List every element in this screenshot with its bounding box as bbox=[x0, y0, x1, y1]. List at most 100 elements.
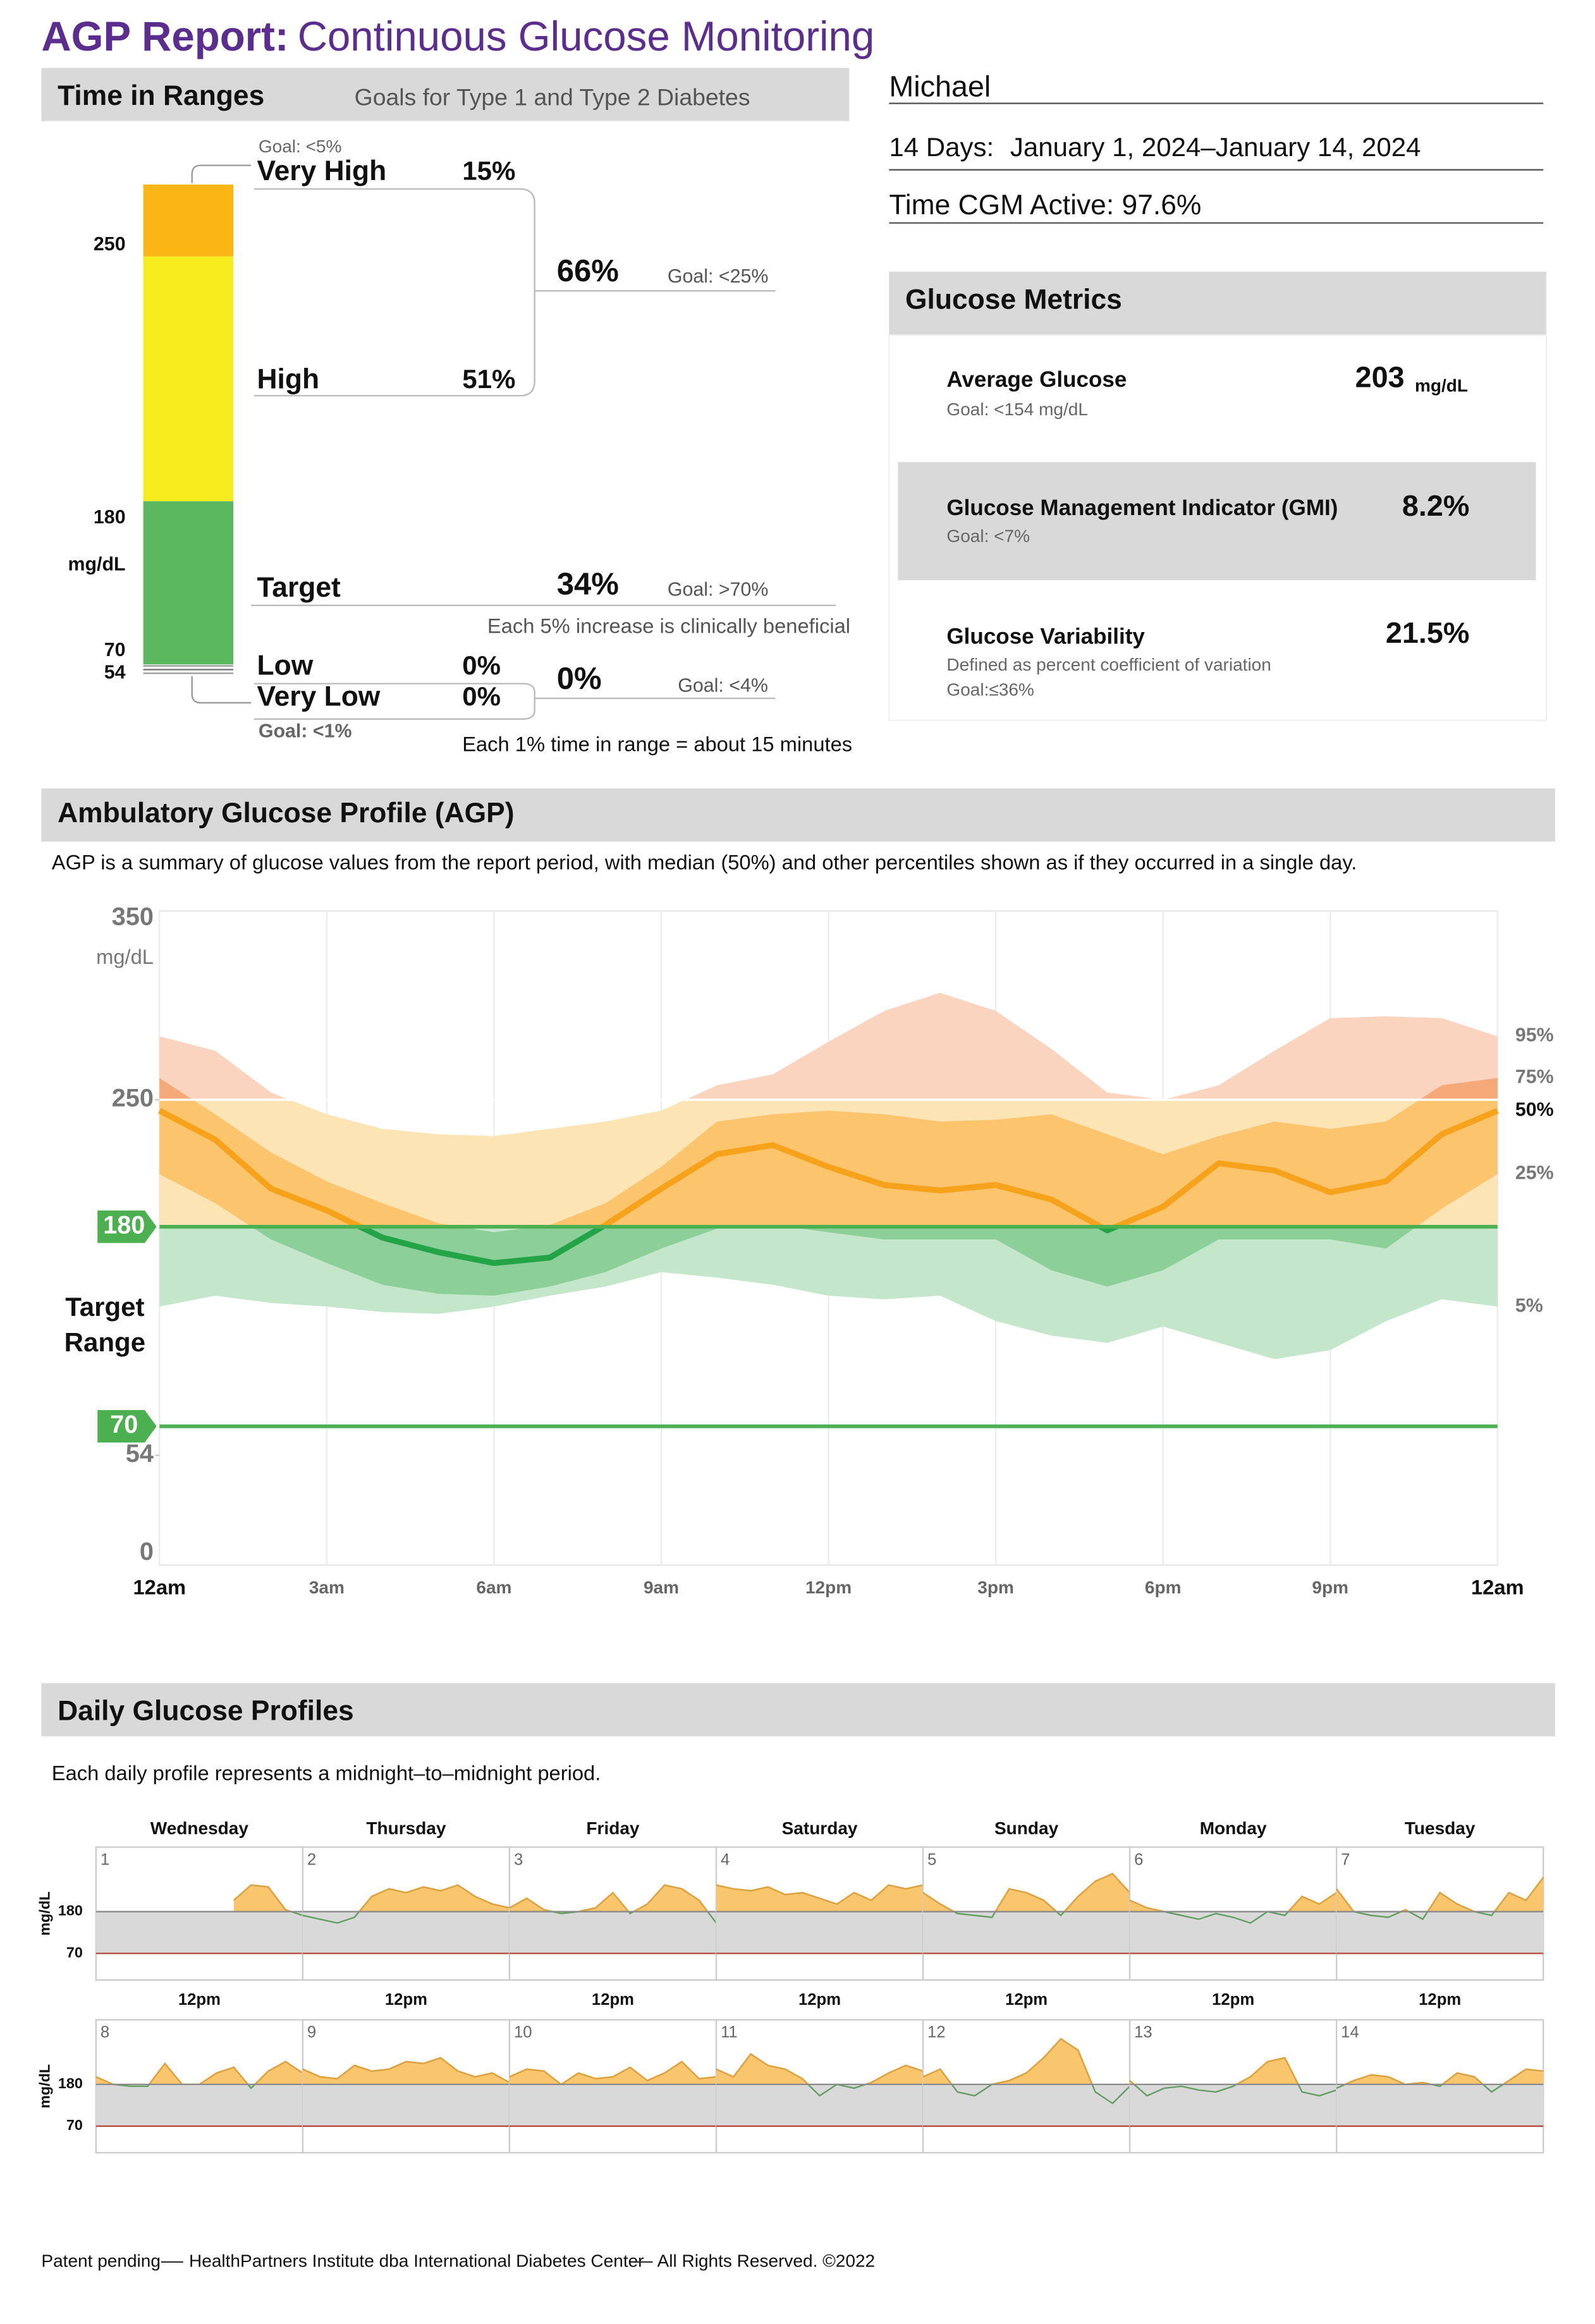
y-tick-label: 180 bbox=[58, 1902, 83, 1919]
y-unit: mg/dL bbox=[37, 1892, 53, 1936]
noon-label: 12pm bbox=[592, 1991, 634, 2009]
y-unit: mg/dL bbox=[96, 945, 154, 968]
section-header bbox=[41, 68, 850, 121]
scale-label: 250 bbox=[94, 234, 126, 255]
median-line bbox=[158, 1107, 1499, 1227]
glucose-line bbox=[716, 2053, 924, 2084]
day-number: 7 bbox=[1341, 1851, 1350, 1868]
glucose-area bbox=[509, 2061, 717, 2084]
footer-text: HealthPartners Institute dba Internation… bbox=[189, 2251, 644, 2270]
metric-value: 8.2% bbox=[1402, 489, 1470, 522]
target-band bbox=[95, 1911, 303, 1954]
range-value: 0% bbox=[462, 681, 501, 711]
y-tick-label: 180 bbox=[103, 1211, 145, 1239]
report-title: AGP Report: Continuous Glucose Monitoring bbox=[41, 13, 874, 59]
day-name: Saturday bbox=[782, 1818, 858, 1838]
metric-goal: Goal: <7% bbox=[946, 526, 1030, 546]
noon-label: 12pm bbox=[1419, 1991, 1461, 2009]
glucose-line bbox=[233, 1884, 294, 1912]
glucose-area bbox=[509, 1885, 717, 1912]
combined-goal: Goal: >70% bbox=[668, 579, 769, 600]
glucose-line bbox=[509, 2060, 717, 2084]
range-bar bbox=[143, 501, 234, 665]
target-band bbox=[923, 2084, 1130, 2126]
range-goal: Goal: <5% bbox=[259, 137, 342, 156]
bracket bbox=[191, 676, 252, 704]
target-band bbox=[302, 2084, 510, 2126]
noon-label: 12pm bbox=[385, 1991, 427, 2009]
range-name: Low bbox=[257, 650, 313, 681]
range-name: Target bbox=[257, 572, 341, 603]
scale-unit: mg/dL bbox=[68, 554, 126, 575]
metrics-box bbox=[888, 334, 1548, 722]
glucose-area bbox=[233, 1885, 303, 1912]
period-label: 14 Days: bbox=[889, 132, 994, 162]
section-description: AGP is a summary of glucose values from … bbox=[52, 850, 1357, 873]
target-band bbox=[509, 1911, 717, 1954]
target-band bbox=[95, 2084, 303, 2126]
y-tick-label: 70 bbox=[110, 1411, 138, 1439]
y-tick-label: 70 bbox=[66, 2117, 83, 2133]
footnote: Each 1% time in range = about 15 minutes bbox=[462, 732, 852, 755]
y-tick-label: 250 bbox=[112, 1085, 154, 1112]
metric-name: Average Glucose bbox=[946, 367, 1127, 392]
glucose-area bbox=[1336, 2069, 1544, 2084]
day-name: Thursday bbox=[366, 1818, 446, 1838]
day-number: 8 bbox=[101, 2024, 109, 2041]
glucose-line bbox=[923, 1873, 1130, 1912]
section-description: Each daily profile represents a midnight… bbox=[52, 1761, 601, 1785]
inner-band bbox=[251, 1226, 1417, 1296]
target-tag bbox=[97, 1210, 157, 1243]
title-rest: Continuous Glucose Monitoring bbox=[298, 13, 875, 59]
section-header bbox=[41, 788, 1555, 842]
metric-value: 21.5% bbox=[1386, 616, 1469, 649]
section-header bbox=[41, 1683, 1555, 1737]
x-tick-label: 9am bbox=[644, 1578, 679, 1597]
x-tick-label: 12am bbox=[1471, 1575, 1524, 1598]
glucose-area bbox=[1336, 1877, 1544, 1912]
glucose-line bbox=[1343, 2068, 1544, 2084]
footer-text: Patent pending bbox=[41, 2251, 161, 2270]
day-number: 5 bbox=[927, 1851, 936, 1868]
combined-note: Each 5% increase is clinically beneficia… bbox=[487, 614, 850, 637]
day-name: Wednesday bbox=[150, 1818, 249, 1838]
noon-label: 12pm bbox=[1005, 1991, 1048, 2009]
metric-name: Glucose Variability bbox=[946, 624, 1145, 648]
day-number: 4 bbox=[721, 1851, 730, 1868]
glucose-line bbox=[509, 1884, 709, 1912]
percentile-label: 5% bbox=[1515, 1295, 1543, 1316]
range-value: 0% bbox=[462, 650, 501, 680]
bracket bbox=[254, 683, 535, 720]
footer-text: All Rights Reserved. ©2022 bbox=[657, 2251, 876, 2270]
combined-goal: Goal: <25% bbox=[668, 266, 769, 287]
x-tick-label: 12pm bbox=[805, 1578, 852, 1597]
target-band bbox=[1336, 2084, 1544, 2126]
glucose-line bbox=[716, 1884, 924, 1905]
y-tick-label: 180 bbox=[58, 2075, 83, 2091]
inner-band bbox=[159, 1100, 1498, 1227]
noon-label: 12pm bbox=[1212, 1991, 1254, 2009]
range-value: 51% bbox=[462, 364, 515, 394]
target-band bbox=[509, 2084, 717, 2126]
glucose-line bbox=[1336, 1877, 1544, 1912]
metrics: Average Glucose Goal: <154 mg/dL 203 mg/dL G… bbox=[946, 361, 1469, 700]
percentile-label: 25% bbox=[1515, 1163, 1554, 1184]
scale-label: 180 bbox=[94, 507, 126, 528]
section-subtitle: Goals for Type 1 and Type 2 Diabetes bbox=[355, 83, 750, 110]
daily-profiles: Wednesday Thursday Friday Saturday Sunday Mon… bbox=[37, 1818, 1544, 2154]
target-range-label: Target bbox=[65, 1292, 144, 1322]
day-number: 13 bbox=[1134, 2024, 1152, 2041]
metric-value: 203 bbox=[1355, 361, 1405, 394]
section-title: Daily Glucose Profiles bbox=[58, 1696, 354, 1727]
target-tag bbox=[97, 1409, 157, 1443]
range-name: Very High bbox=[257, 155, 386, 186]
scale-label: 70 bbox=[104, 640, 126, 660]
section-title: Ambulatory Glucose Profile (AGP) bbox=[58, 798, 514, 829]
glucose-area bbox=[302, 2057, 510, 2084]
x-tick-label: 6am bbox=[476, 1578, 511, 1597]
day-number: 11 bbox=[721, 2024, 738, 2041]
